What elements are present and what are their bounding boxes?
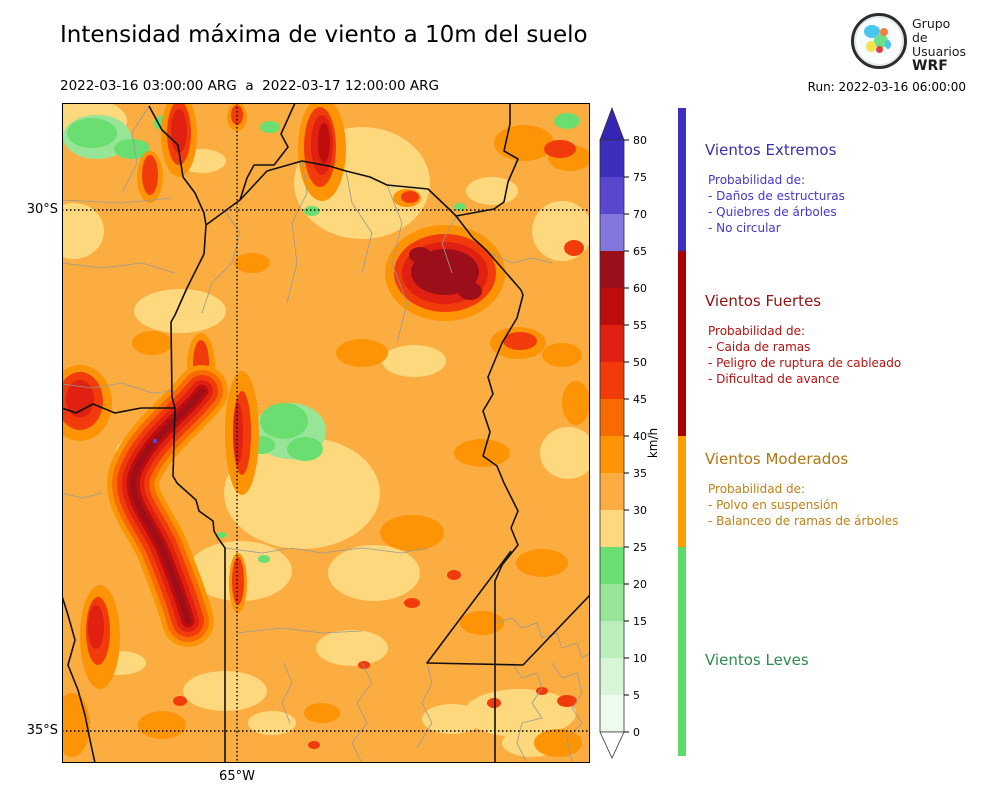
legend-item: Probabilidad de: — [708, 173, 806, 187]
logo-line-2: Usuarios — [912, 44, 967, 59]
legend-title: Vientos Leves — [705, 651, 809, 669]
wrf-logo-text: Grupo de Usuarios WRF — [912, 16, 967, 74]
emblem-blob — [880, 28, 888, 36]
svg-text:15: 15 — [633, 615, 647, 628]
svg-text:50: 50 — [633, 356, 647, 369]
legend-item: - Quiebres de árboles — [708, 205, 837, 219]
department-boundaries — [62, 105, 590, 763]
lon-label-65w: 65°W — [219, 769, 255, 784]
province-boundaries — [62, 103, 590, 763]
legend-section-vientos-leves: Vientos Leves — [705, 648, 985, 672]
svg-text:25: 25 — [633, 541, 647, 554]
page-title: Intensidad máxima de viento a 10m del su… — [60, 22, 588, 48]
svg-text:70: 70 — [633, 208, 647, 221]
svg-text:10: 10 — [633, 652, 647, 665]
legend-item: - Caida de ramas — [708, 340, 811, 354]
svg-text:km/h: km/h — [646, 428, 660, 458]
svg-text:45: 45 — [633, 393, 647, 406]
svg-text:35: 35 — [633, 467, 647, 480]
legend-title: Vientos Fuertes — [705, 292, 822, 310]
emblem-blob — [866, 41, 876, 52]
wind-intensity-map — [62, 103, 590, 763]
svg-text:80: 80 — [633, 134, 647, 147]
legend-item: - Dificultad de avance — [708, 372, 840, 386]
svg-text:0: 0 — [633, 726, 640, 739]
lat-label-35s: 35°S — [26, 723, 58, 738]
map-border — [62, 103, 590, 763]
graticule — [62, 103, 590, 763]
emblem-blob — [874, 34, 888, 48]
legend-section-vientos-moderados: Vientos Moderados Probabilidad de: - Pol… — [705, 447, 985, 529]
legend-item: - Daños de estructuras — [708, 189, 845, 203]
svg-text:75: 75 — [633, 171, 647, 184]
emblem-blob — [885, 40, 891, 49]
wind-55-65-cores — [318, 123, 482, 300]
svg-text:60: 60 — [633, 282, 647, 295]
lat-label-30s: 30°S — [26, 202, 58, 217]
svg-text:30: 30 — [633, 504, 647, 517]
logo-line-1: Grupo de — [912, 16, 951, 45]
legend-item: - Balanceo de ramas de árboles — [708, 514, 899, 528]
legend-item: - Peligro de ruptura de cableado — [708, 356, 902, 370]
legend-item: Probabilidad de: — [708, 324, 806, 338]
legend-item: - Polvo en suspensión — [708, 498, 838, 512]
svg-text:65: 65 — [633, 245, 647, 258]
legend-item: - No circular — [708, 221, 781, 235]
svg-text:5: 5 — [633, 689, 640, 702]
legend-section-vientos-fuertes: Vientos Fuertes Probabilidad de: - Caida… — [705, 289, 985, 387]
run-label: Run: 2022-03-16 06:00:00 — [807, 80, 966, 94]
wind-25-30-patches — [62, 103, 590, 757]
legend-title: Vientos Moderados — [705, 450, 849, 468]
svg-text:40: 40 — [633, 430, 647, 443]
valid-period-label: 2022-03-16 03:00:00 ARG a 2022-03-17 12:… — [60, 78, 439, 94]
legend-title: Vientos Extremos — [705, 141, 837, 159]
extreme-wind-spot — [152, 438, 158, 444]
wrf-emblem-icon — [851, 13, 907, 69]
svg-text:55: 55 — [633, 319, 647, 332]
sierras-wind-max-band — [107, 365, 228, 647]
svg-text:20: 20 — [633, 578, 647, 591]
emblem-blob — [876, 46, 883, 53]
legend-item: Probabilidad de: — [708, 482, 806, 496]
logo-line-3: WRF — [912, 58, 948, 74]
legend-section-vientos-extremos: Vientos Extremos Probabilidad de: - Daño… — [705, 138, 985, 236]
